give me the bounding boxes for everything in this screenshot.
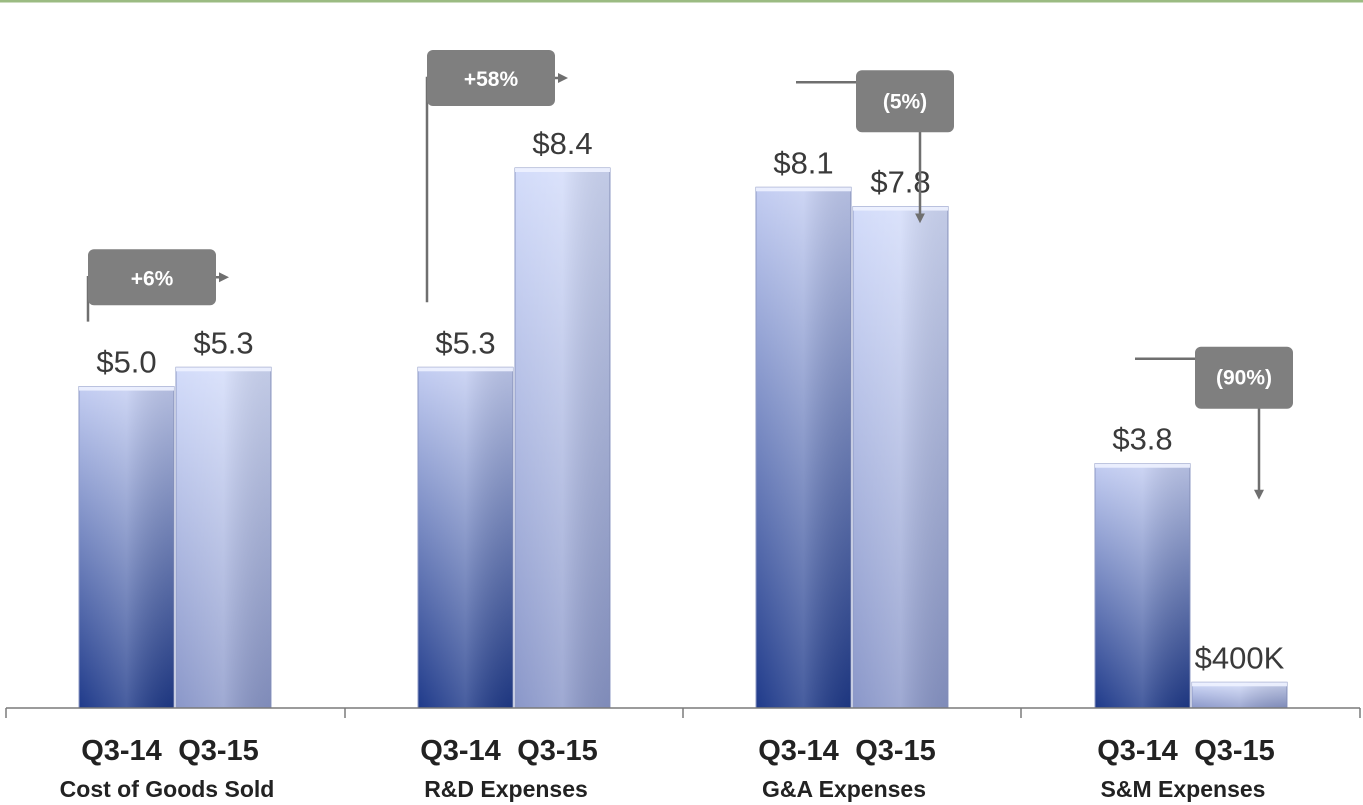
bar-shine xyxy=(176,367,271,708)
value-label: $3.8 xyxy=(1112,422,1172,457)
tick-label-q3-15: Q3-15 xyxy=(1194,735,1275,767)
change-badge-cost-of-goods-sold xyxy=(88,249,216,306)
value-label: $8.4 xyxy=(532,126,592,161)
group-label-rd-expenses: R&D Expenses xyxy=(424,776,588,802)
bar-top-highlight xyxy=(176,367,271,372)
bar-top-highlight xyxy=(515,168,610,172)
tick-label-q3-15: Q3-15 xyxy=(178,735,259,767)
bar-top-highlight xyxy=(853,206,948,211)
group-label-ga-expenses: G&A Expenses xyxy=(762,776,926,802)
bar-shine xyxy=(1095,463,1190,708)
tick-label-q3-15: Q3-15 xyxy=(855,735,936,767)
tick-label-q3-14: Q3-14 xyxy=(420,735,501,767)
value-label: $8.1 xyxy=(773,145,833,180)
bar-top-highlight xyxy=(1192,682,1287,687)
change-badge-text: +58% xyxy=(464,68,519,91)
change-badge-text: (90%) xyxy=(1216,367,1272,390)
tick-label-q3-14: Q3-14 xyxy=(81,735,162,767)
change-badge-rd-expenses xyxy=(427,50,555,106)
change-badge-sm-expenses xyxy=(1195,346,1293,409)
change-badge-ga-expenses xyxy=(856,70,954,133)
bar-shine xyxy=(853,206,948,709)
bar-shine xyxy=(756,187,851,709)
value-label: $5.3 xyxy=(193,325,253,360)
value-label: $5.0 xyxy=(96,345,156,380)
bar-shine xyxy=(515,168,610,708)
bar-top-highlight xyxy=(79,386,174,391)
bar-top-highlight xyxy=(418,367,513,372)
group-label-cost-of-goods-sold: Cost of Goods Sold xyxy=(60,776,275,802)
bar-shine xyxy=(79,386,174,708)
bar-shine xyxy=(1192,682,1287,708)
bar-top-highlight xyxy=(1095,463,1190,468)
value-label: $7.8 xyxy=(870,165,930,200)
tick-label-q3-15: Q3-15 xyxy=(517,735,598,767)
bar-top-highlight xyxy=(756,187,851,192)
tick-label-q3-14: Q3-14 xyxy=(1097,735,1178,767)
value-label: $5.3 xyxy=(435,325,495,360)
change-badge-text: +6% xyxy=(131,267,174,290)
value-label: $400K xyxy=(1195,640,1285,675)
bar-shine xyxy=(418,367,513,708)
tick-label-q3-14: Q3-14 xyxy=(758,735,839,767)
change-badge-text: (5%) xyxy=(883,90,927,113)
group-label-sm-expenses: S&M Expenses xyxy=(1101,776,1266,802)
